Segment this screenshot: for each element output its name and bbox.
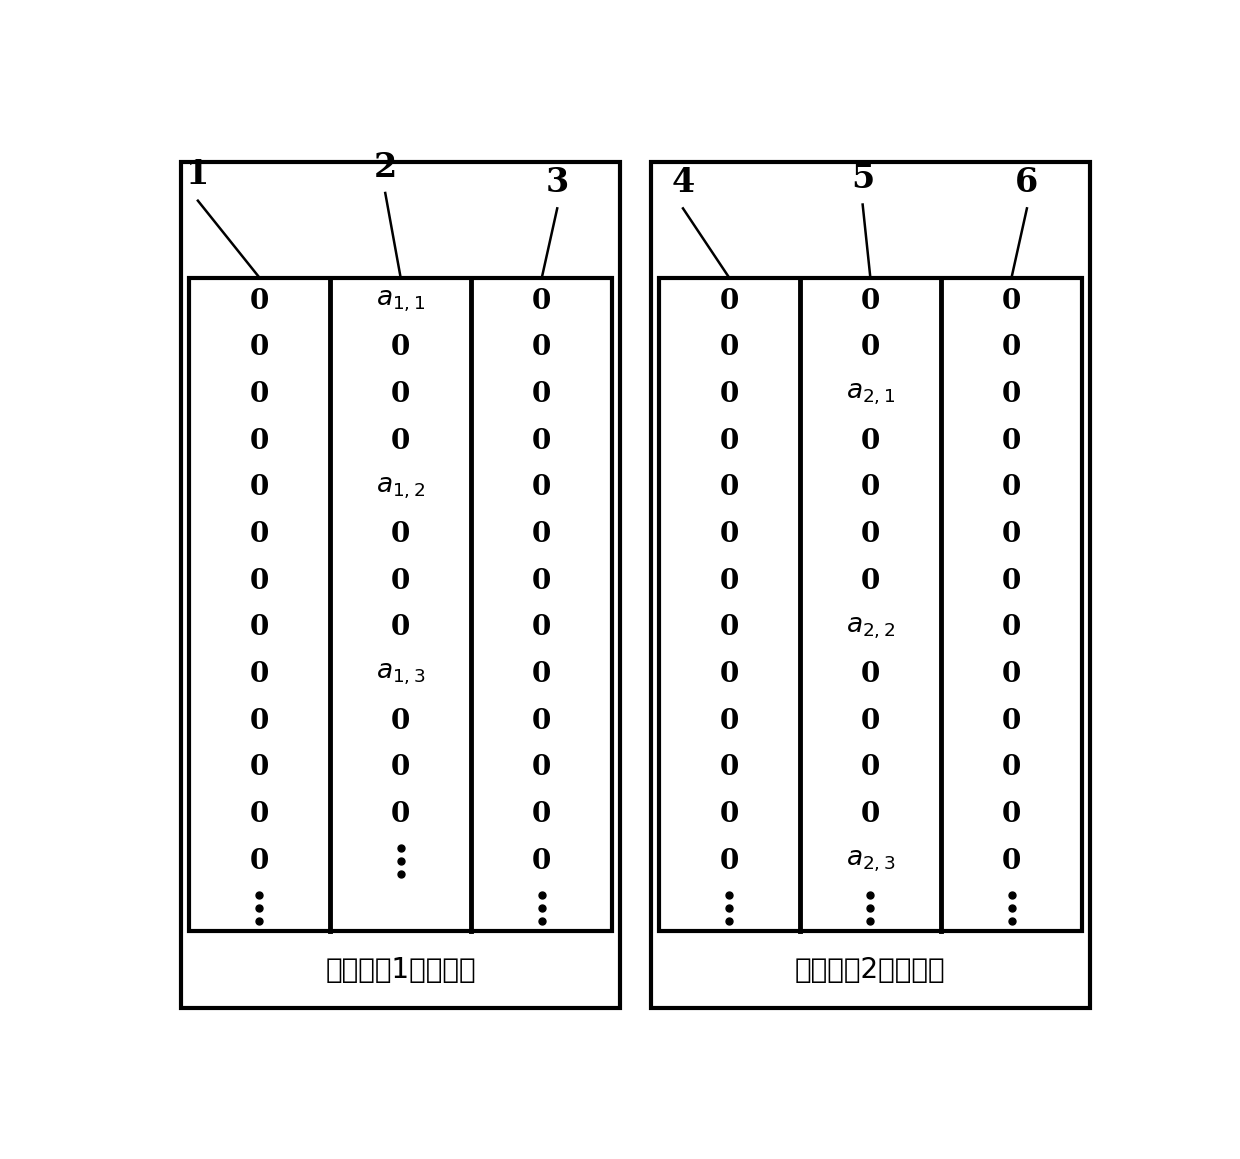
Text: 0: 0 xyxy=(249,334,269,362)
Text: 0: 0 xyxy=(719,661,739,688)
Text: 0: 0 xyxy=(249,287,269,314)
Text: 0: 0 xyxy=(532,334,552,362)
Text: 0: 0 xyxy=(532,801,552,829)
Text: 发射天线2导频序列: 发射天线2导频序列 xyxy=(795,956,946,984)
Text: 0: 0 xyxy=(719,287,739,314)
Text: 0: 0 xyxy=(532,614,552,641)
Text: 0: 0 xyxy=(861,801,880,829)
Text: 0: 0 xyxy=(391,614,410,641)
Text: 0: 0 xyxy=(861,755,880,781)
Text: 0: 0 xyxy=(1002,755,1022,781)
Text: 0: 0 xyxy=(249,614,269,641)
Text: 0: 0 xyxy=(861,522,880,548)
Text: 0: 0 xyxy=(719,428,739,454)
Text: 0: 0 xyxy=(719,381,739,408)
Text: 0: 0 xyxy=(861,568,880,595)
Text: 0: 0 xyxy=(719,568,739,595)
Text: 0: 0 xyxy=(532,287,552,314)
Text: 0: 0 xyxy=(391,568,410,595)
Text: 发射天线1导频序列: 发射天线1导频序列 xyxy=(325,956,476,984)
Text: 0: 0 xyxy=(532,848,552,875)
Text: 0: 0 xyxy=(532,428,552,454)
Text: $a_{1,2}$: $a_{1,2}$ xyxy=(376,475,425,501)
Text: 0: 0 xyxy=(861,287,880,314)
Text: 0: 0 xyxy=(249,381,269,408)
Text: 0: 0 xyxy=(249,661,269,688)
Text: 0: 0 xyxy=(391,755,410,781)
Text: 1: 1 xyxy=(186,159,210,191)
Text: 0: 0 xyxy=(1002,287,1022,314)
Text: 0: 0 xyxy=(1002,428,1022,454)
Text: 0: 0 xyxy=(1002,661,1022,688)
Text: 0: 0 xyxy=(719,522,739,548)
Text: 0: 0 xyxy=(1002,614,1022,641)
Text: 0: 0 xyxy=(249,428,269,454)
Text: 0: 0 xyxy=(1002,522,1022,548)
Text: 0: 0 xyxy=(1002,848,1022,875)
Text: 2: 2 xyxy=(373,151,397,184)
Text: 0: 0 xyxy=(249,801,269,829)
Text: 0: 0 xyxy=(532,661,552,688)
Text: $a_{2,1}$: $a_{2,1}$ xyxy=(846,381,895,407)
Text: 0: 0 xyxy=(249,474,269,502)
Text: 0: 0 xyxy=(532,755,552,781)
Text: 0: 0 xyxy=(532,568,552,595)
Text: 0: 0 xyxy=(391,334,410,362)
Bar xyxy=(658,278,1083,932)
Text: 0: 0 xyxy=(719,614,739,641)
Text: $a_{2,3}$: $a_{2,3}$ xyxy=(846,848,895,874)
Text: 0: 0 xyxy=(532,474,552,502)
Text: 0: 0 xyxy=(861,428,880,454)
Text: 0: 0 xyxy=(1002,474,1022,502)
Text: 0: 0 xyxy=(861,661,880,688)
Text: $a_{1,1}$: $a_{1,1}$ xyxy=(376,289,425,314)
Text: 0: 0 xyxy=(249,522,269,548)
Text: 0: 0 xyxy=(1002,708,1022,735)
Text: 0: 0 xyxy=(719,334,739,362)
Text: 4: 4 xyxy=(671,166,694,199)
Text: 5: 5 xyxy=(851,162,874,195)
Text: 0: 0 xyxy=(249,708,269,735)
Text: 0: 0 xyxy=(1002,334,1022,362)
Text: 0: 0 xyxy=(391,428,410,454)
Bar xyxy=(651,162,1090,1008)
Text: 3: 3 xyxy=(546,166,569,199)
Bar xyxy=(181,162,620,1008)
Text: 0: 0 xyxy=(532,381,552,408)
Text: $a_{1,3}$: $a_{1,3}$ xyxy=(376,662,425,687)
Text: 0: 0 xyxy=(719,755,739,781)
Text: 0: 0 xyxy=(391,522,410,548)
Text: 0: 0 xyxy=(1002,568,1022,595)
Text: 0: 0 xyxy=(1002,381,1022,408)
Text: 0: 0 xyxy=(532,708,552,735)
Text: 0: 0 xyxy=(861,334,880,362)
Text: 0: 0 xyxy=(719,708,739,735)
Text: 0: 0 xyxy=(1002,801,1022,829)
Text: 0: 0 xyxy=(532,522,552,548)
Text: $a_{2,2}$: $a_{2,2}$ xyxy=(846,615,895,641)
Text: 0: 0 xyxy=(391,801,410,829)
Bar xyxy=(188,278,613,932)
Text: 0: 0 xyxy=(249,848,269,875)
Text: 0: 0 xyxy=(719,801,739,829)
Text: 0: 0 xyxy=(719,474,739,502)
Text: 0: 0 xyxy=(391,708,410,735)
Text: 6: 6 xyxy=(1016,166,1039,199)
Text: 0: 0 xyxy=(719,848,739,875)
Text: 0: 0 xyxy=(861,474,880,502)
Text: 0: 0 xyxy=(391,381,410,408)
Text: 0: 0 xyxy=(249,568,269,595)
Text: 0: 0 xyxy=(249,755,269,781)
Text: 0: 0 xyxy=(861,708,880,735)
